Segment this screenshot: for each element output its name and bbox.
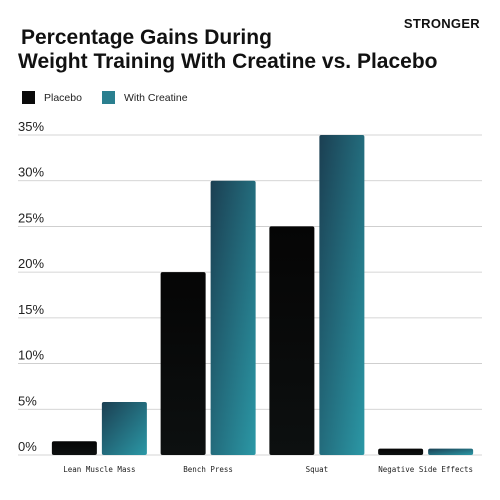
y-tick-label: 20% bbox=[18, 256, 44, 271]
y-tick-label: 25% bbox=[18, 210, 44, 225]
chart-title-line-2: Weight Training With Creatine vs. Placeb… bbox=[18, 50, 438, 73]
x-category-label: Negative Side Effects bbox=[378, 465, 473, 474]
bar-placebo-lean-muscle-mass bbox=[51, 441, 97, 455]
bar-placebo-squat bbox=[269, 226, 315, 455]
x-category-label: Squat bbox=[306, 465, 329, 474]
bar-creatine-negative-side-effects bbox=[428, 448, 474, 455]
legend-label-creatine: With Creatine bbox=[123, 91, 188, 104]
legend-item-creatine: With Creatine bbox=[101, 91, 188, 104]
bar-placebo-bench-press bbox=[160, 272, 206, 455]
y-tick-label: 10% bbox=[18, 348, 44, 363]
y-tick-label: 30% bbox=[18, 165, 44, 180]
bar-creatine-squat bbox=[319, 135, 365, 455]
bar-placebo-negative-side-effects bbox=[378, 448, 424, 455]
y-tick-label: 35% bbox=[18, 119, 44, 134]
y-tick-label: 15% bbox=[18, 302, 44, 317]
y-tick-label: 5% bbox=[18, 393, 37, 408]
bar-creatine-bench-press bbox=[210, 180, 256, 455]
legend-swatch-creatine bbox=[101, 91, 115, 104]
brand-logo: STRONGER bbox=[403, 16, 480, 31]
chart-title-line-1: Percentage Gains During bbox=[21, 26, 272, 49]
legend-item-placebo: Placebo bbox=[22, 91, 82, 104]
legend-swatch-placebo bbox=[22, 91, 35, 104]
chart-legend: Placebo With Creatine bbox=[22, 91, 208, 104]
y-tick-label: 0% bbox=[18, 439, 37, 454]
x-category-label: Lean Muscle Mass bbox=[63, 465, 135, 474]
chart-title: Percentage Gains During Weight Training … bbox=[18, 26, 488, 74]
legend-label-placebo: Placebo bbox=[44, 91, 82, 104]
bar-creatine-lean-muscle-mass bbox=[101, 401, 147, 455]
x-category-label: Bench Press bbox=[183, 465, 233, 474]
